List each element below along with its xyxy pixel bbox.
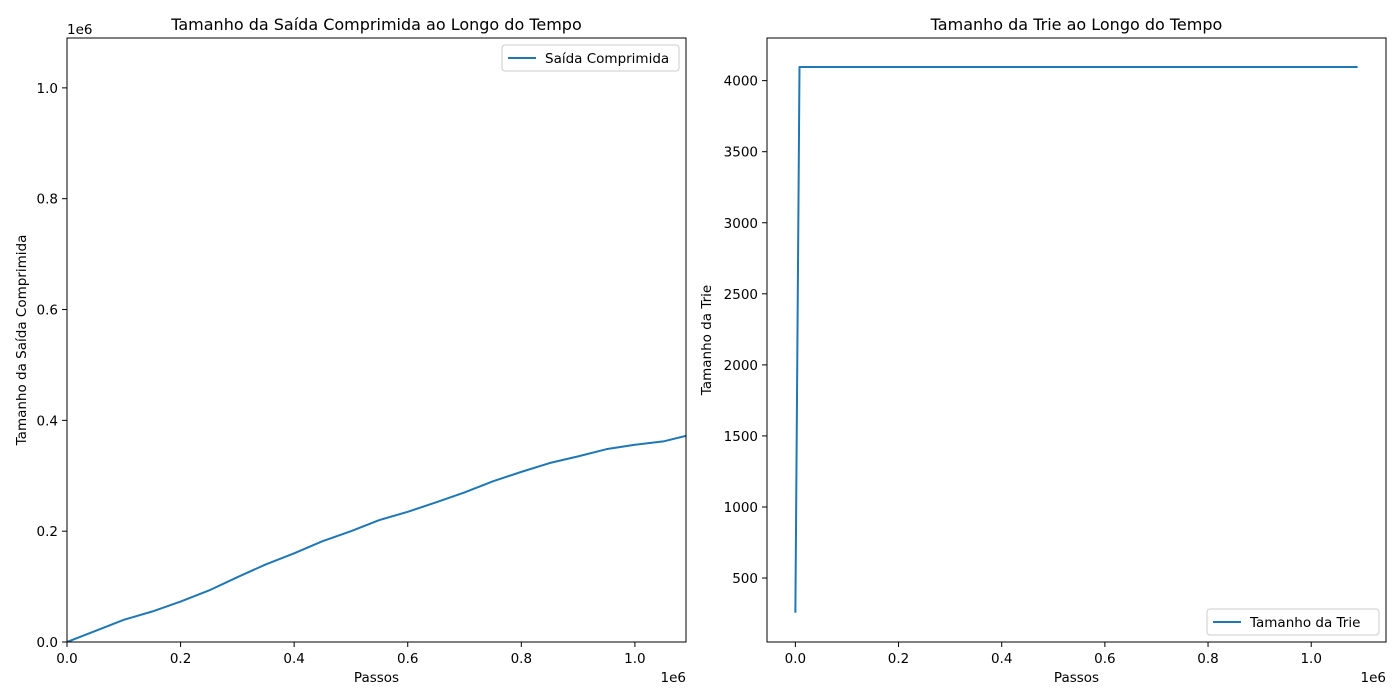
legend-box — [1206, 608, 1380, 636]
axes-frame — [766, 37, 1387, 643]
y-tick-label: 0.6 — [37, 303, 58, 319]
y-tick-label: 2500 — [724, 287, 758, 303]
y-tick-label: 2000 — [724, 358, 758, 374]
x-tick-label: 0.4 — [283, 651, 304, 667]
legend: Saída Comprimida — [501, 44, 680, 72]
y-tick-label: 500 — [732, 571, 758, 587]
chart-title: Tamanho da Trie ao Longo do Tempo — [930, 15, 1223, 34]
legend-label: Tamanho da Trie — [1249, 615, 1360, 631]
chart-title: Tamanho da Saída Comprimida ao Longo do … — [170, 15, 582, 34]
x-tick-label: 0.0 — [785, 651, 806, 667]
x-tick-label: 1.0 — [624, 651, 645, 667]
y-tick-label: 3500 — [724, 145, 758, 161]
x-tick-label: 1.0 — [1300, 651, 1321, 667]
x-tick-label: 0.6 — [397, 651, 418, 667]
y-tick-label: 0.8 — [37, 192, 58, 208]
y-tick-label: 0.2 — [37, 524, 58, 540]
x-tick-label: 0.6 — [1094, 651, 1115, 667]
y-tick-label: 1.0 — [37, 81, 58, 97]
y-axis-label: Tamanho da Trie — [699, 285, 715, 396]
x-tick-label: 0.4 — [991, 651, 1012, 667]
y-tick-label: 1000 — [724, 500, 758, 516]
x-tick-label: 0.0 — [56, 651, 77, 667]
x-offset-label: 1e6 — [661, 670, 686, 686]
x-offset-label: 1e6 — [1361, 670, 1386, 686]
chart-1: 0.0 0.2 0.4 0.6 0.8 1.0 0.0 0.2 0.4 0.6 0.8 1.0 1e6 1… — [14, 15, 687, 686]
x-tick-label: 0.2 — [888, 651, 909, 667]
y-offset-label: 1e6 — [67, 22, 92, 38]
x-tick-label: 0.8 — [1197, 651, 1218, 667]
y-tick-label: 0.4 — [37, 413, 58, 429]
x-axis-label: Passos — [354, 670, 399, 686]
legend-box — [501, 44, 680, 72]
chart-2: 0.0 0.2 0.4 0.6 0.8 1.0 500 1000 1500 2000 2500 300… — [699, 15, 1387, 686]
x-axis-label: Passos — [1054, 670, 1099, 686]
y-tick-label: 3000 — [724, 216, 758, 232]
series-line — [794, 65, 1358, 613]
legend-label: Saída Comprimida — [545, 51, 669, 67]
axes-frame — [66, 37, 687, 643]
y-tick-label: 1500 — [724, 429, 758, 445]
legend: Tamanho da Trie — [1206, 608, 1380, 636]
x-tick-label: 0.2 — [170, 651, 191, 667]
x-tick-label: 0.8 — [511, 651, 532, 667]
y-tick-label: 0.0 — [37, 635, 58, 651]
y-tick-label: 4000 — [724, 74, 758, 90]
y-axis-label: Tamanho da Saída Comprimida — [14, 235, 30, 447]
series-line — [67, 434, 686, 642]
